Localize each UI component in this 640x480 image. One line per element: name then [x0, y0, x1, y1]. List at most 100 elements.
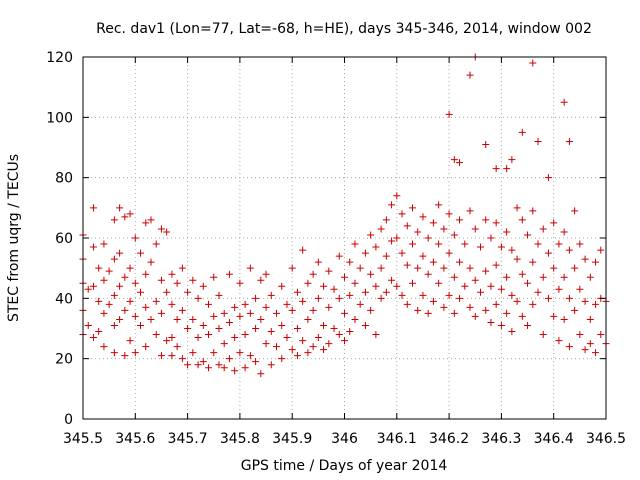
data-point [581, 297, 589, 305]
data-point [487, 318, 495, 326]
data-point [309, 306, 317, 314]
data-point [382, 252, 390, 260]
data-point [105, 300, 113, 308]
data-point [220, 340, 228, 348]
data-point [199, 358, 207, 366]
data-point [163, 228, 171, 236]
data-point [110, 216, 118, 224]
data-point [257, 370, 265, 378]
data-point [476, 243, 484, 251]
data-point [524, 279, 532, 287]
data-point [189, 315, 197, 323]
data-point [131, 312, 139, 320]
data-point [351, 240, 359, 248]
data-point [100, 309, 108, 317]
data-point [241, 331, 249, 339]
data-point [157, 225, 165, 233]
data-point [482, 267, 490, 275]
data-point [388, 237, 396, 245]
data-point [231, 303, 239, 311]
data-point [210, 273, 218, 281]
data-point [555, 240, 563, 248]
data-point [424, 309, 432, 317]
data-point [377, 225, 385, 233]
data-point [267, 361, 275, 369]
data-point [592, 300, 600, 308]
data-point [382, 288, 390, 296]
y-tick-label: 120 [46, 50, 73, 66]
data-point [320, 321, 328, 329]
data-point [445, 110, 453, 118]
data-point [137, 321, 145, 329]
data-point [225, 318, 233, 326]
data-point [539, 225, 547, 233]
data-point [147, 216, 155, 224]
data-points [79, 53, 610, 378]
data-point [450, 231, 458, 239]
data-point [361, 249, 369, 257]
data-point [142, 303, 150, 311]
data-point [246, 264, 254, 272]
data-point [194, 334, 202, 342]
data-point [456, 216, 464, 224]
data-point [586, 315, 594, 323]
x-tick-label: 345.7 [168, 431, 208, 447]
data-point [84, 285, 92, 293]
data-point [304, 279, 312, 287]
data-point [581, 346, 589, 354]
data-point [341, 337, 348, 345]
data-point [576, 285, 584, 293]
x-tick-label: 346.5 [586, 431, 626, 447]
data-point [110, 349, 118, 357]
data-point [440, 225, 448, 233]
data-point [518, 128, 526, 136]
data-point [257, 276, 265, 284]
data-point [341, 309, 348, 317]
data-point [403, 261, 411, 269]
data-point [529, 59, 537, 67]
data-point [445, 210, 453, 218]
data-point [482, 140, 490, 148]
data-point [225, 355, 233, 363]
data-point [408, 204, 416, 212]
data-point [560, 273, 568, 281]
data-point [131, 349, 139, 357]
data-point [157, 309, 165, 317]
x-tick-label: 346.3 [481, 431, 521, 447]
data-point [571, 306, 579, 314]
data-point [215, 361, 223, 369]
y-tick-label: 100 [46, 110, 73, 126]
data-point [168, 334, 176, 342]
data-point [330, 325, 338, 332]
data-point [314, 258, 322, 266]
data-point [560, 98, 568, 106]
data-point [414, 264, 422, 272]
data-point [131, 279, 139, 287]
data-point [508, 156, 516, 164]
data-point [367, 231, 375, 239]
data-point [320, 346, 328, 354]
data-point [163, 288, 171, 296]
data-point [246, 352, 254, 360]
data-point [346, 258, 354, 266]
data-point [116, 315, 124, 323]
data-point [492, 165, 500, 173]
data-point [194, 294, 202, 302]
data-point [471, 225, 479, 233]
data-point [461, 240, 469, 248]
data-point [330, 285, 338, 293]
data-point [116, 204, 124, 212]
data-point [351, 279, 359, 287]
x-tick-label: 346 [331, 431, 358, 447]
data-point [89, 334, 97, 342]
data-point [189, 276, 197, 284]
data-point [544, 249, 552, 257]
data-point [539, 273, 547, 281]
data-point [429, 297, 437, 305]
data-point [283, 300, 291, 308]
data-point [503, 273, 511, 281]
data-point [116, 249, 124, 257]
data-point [565, 294, 573, 302]
data-point [137, 249, 145, 257]
